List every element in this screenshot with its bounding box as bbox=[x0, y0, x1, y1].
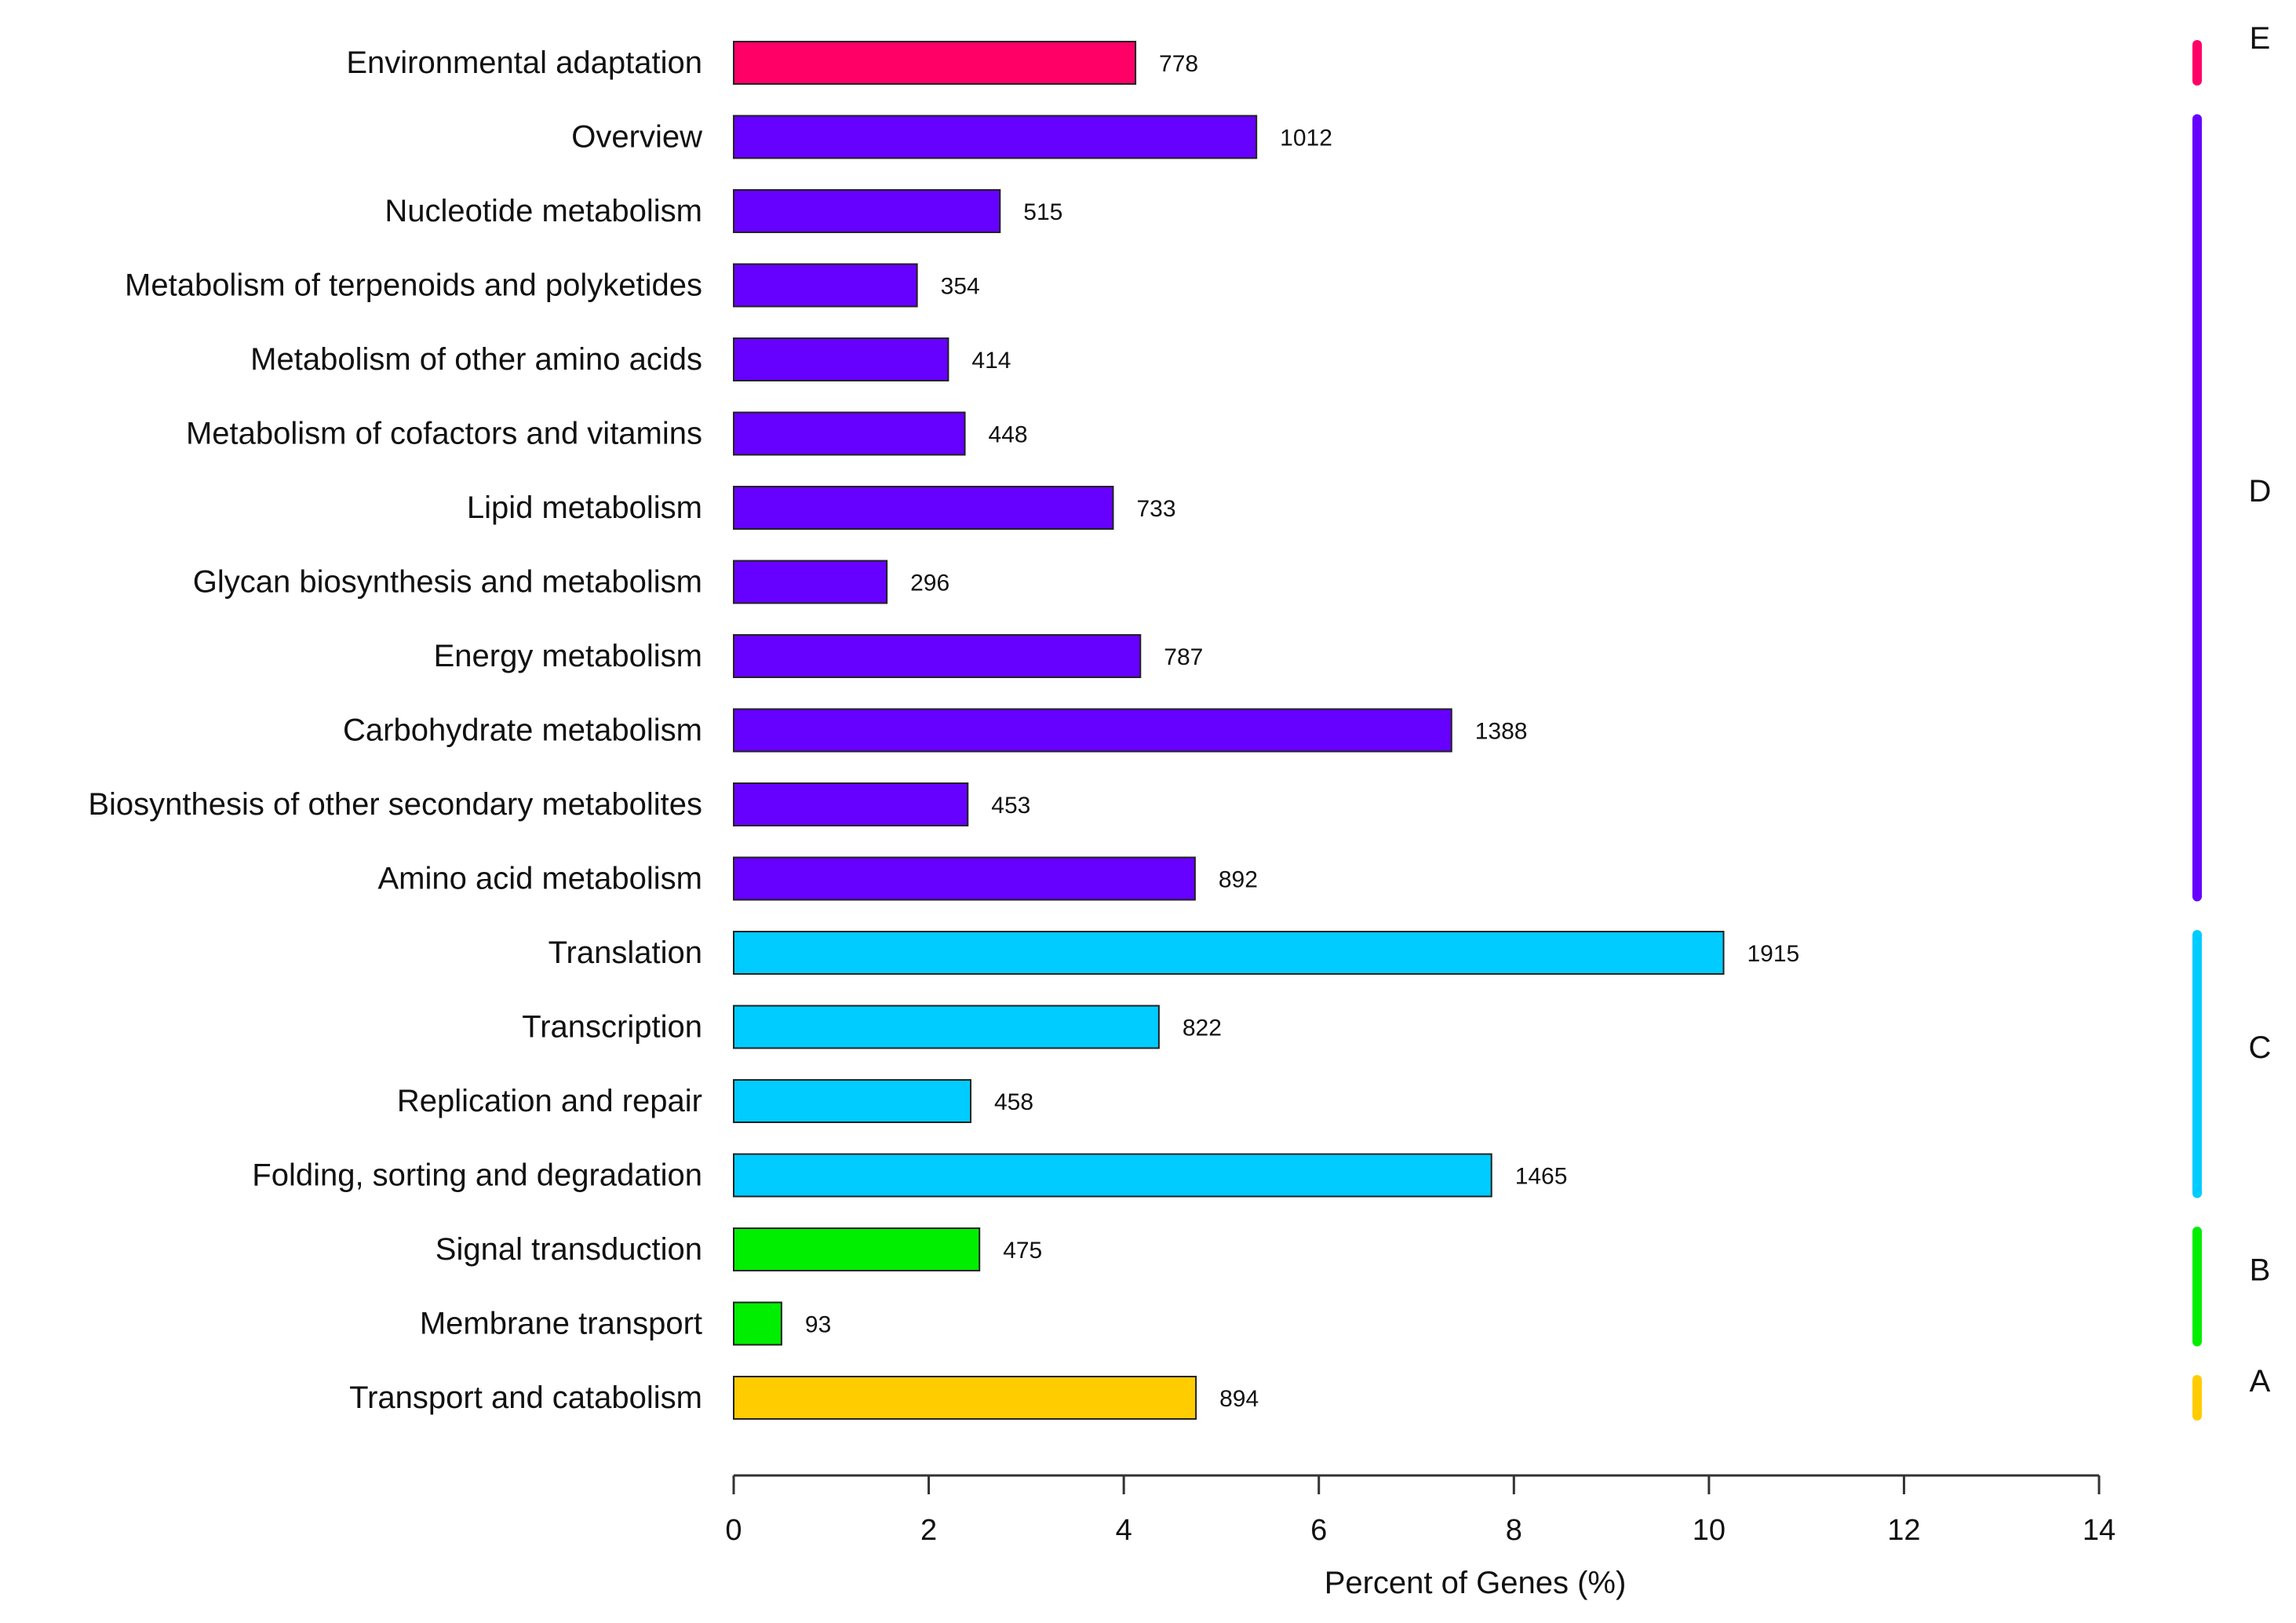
value-labels: 778 1012 515 354 414 448 733 296 787 1388 453 892 19… bbox=[805, 51, 1799, 1412]
bar-17 bbox=[733, 1301, 782, 1346]
bar-15 bbox=[733, 1153, 1492, 1198]
group-e-label: E bbox=[2250, 21, 2271, 56]
bar-14 bbox=[733, 1079, 972, 1123]
group-b-label: B bbox=[2250, 1253, 2271, 1287]
bar-18 bbox=[733, 1376, 1197, 1420]
category-label: Lipid metabolism bbox=[467, 491, 702, 525]
value-label: 822 bbox=[1183, 1016, 1222, 1041]
category-label: Membrane transport bbox=[420, 1307, 702, 1341]
category-label: Transport and catabolism bbox=[349, 1380, 702, 1415]
bar-16 bbox=[733, 1227, 981, 1271]
bar-9 bbox=[733, 708, 1452, 753]
bar-3 bbox=[733, 263, 918, 308]
bar-1 bbox=[733, 115, 1258, 159]
bars-layer bbox=[733, 41, 1725, 1420]
category-label: Environmental adaptation bbox=[346, 46, 702, 80]
x-tick-label: 14 bbox=[2083, 1514, 2116, 1547]
category-label: Replication and repair bbox=[397, 1084, 702, 1118]
x-tick-label: 6 bbox=[1310, 1514, 1327, 1547]
bar-10 bbox=[733, 782, 969, 826]
bar-13 bbox=[733, 1005, 1160, 1049]
bar-2 bbox=[733, 189, 1001, 233]
value-label: 515 bbox=[1023, 199, 1062, 225]
category-label: Glycan biosynthesis and metabolism bbox=[193, 565, 702, 600]
value-label: 778 bbox=[1159, 51, 1198, 77]
x-tick-label: 4 bbox=[1116, 1514, 1132, 1547]
category-label: Signal transduction bbox=[436, 1232, 702, 1267]
bar-12 bbox=[733, 931, 1725, 975]
bar-0 bbox=[733, 41, 1137, 85]
x-axis-title: Percent of Genes (%) bbox=[1325, 1566, 1627, 1600]
value-label: 1465 bbox=[1515, 1164, 1568, 1190]
group-c-label: C bbox=[2249, 1030, 2272, 1065]
x-tick-label: 8 bbox=[1506, 1514, 1522, 1547]
category-label: Energy metabolism bbox=[434, 639, 702, 673]
value-label: 458 bbox=[994, 1089, 1033, 1115]
value-label: 475 bbox=[1003, 1238, 1042, 1264]
bar-5 bbox=[733, 411, 966, 456]
category-label: Biosynthesis of other secondary metaboli… bbox=[88, 787, 702, 822]
bar-7 bbox=[733, 560, 888, 604]
bar-4 bbox=[733, 337, 949, 381]
category-label: Amino acid metabolism bbox=[378, 862, 703, 896]
category-label: Translation bbox=[548, 936, 702, 970]
value-label: 1915 bbox=[1748, 941, 1800, 967]
category-label: Overview bbox=[571, 120, 702, 155]
category-label: Folding, sorting and degradation bbox=[252, 1158, 702, 1193]
value-label: 296 bbox=[910, 571, 949, 596]
category-labels: Environmental adaptation Overview Nucleoti… bbox=[88, 46, 702, 1415]
group-indicators: E D C B A bbox=[2192, 21, 2272, 1421]
bar-6 bbox=[733, 486, 1114, 530]
category-label: Metabolism of cofactors and vitamins bbox=[186, 417, 702, 451]
value-label: 93 bbox=[805, 1312, 831, 1338]
group-d-label: D bbox=[2249, 474, 2272, 509]
value-label: 1012 bbox=[1280, 126, 1332, 151]
bar-8 bbox=[733, 634, 1142, 678]
value-label: 414 bbox=[971, 348, 1011, 374]
category-label: Metabolism of other amino acids bbox=[250, 342, 702, 377]
value-label: 894 bbox=[1219, 1386, 1259, 1412]
category-label: Metabolism of terpenoids and polyketides bbox=[125, 268, 702, 303]
x-tick-label: 2 bbox=[920, 1514, 937, 1547]
category-label: Carbohydrate metabolism bbox=[343, 713, 702, 748]
category-label: Nucleotide metabolism bbox=[384, 194, 702, 228]
x-axis: 0 2 4 6 8 10 12 14 bbox=[725, 1474, 2116, 1547]
x-tick-label: 12 bbox=[1887, 1514, 1920, 1547]
value-label: 453 bbox=[991, 793, 1030, 819]
value-label: 892 bbox=[1219, 867, 1258, 893]
value-label: 354 bbox=[941, 274, 980, 300]
value-label: 787 bbox=[1164, 644, 1203, 670]
group-a-label: A bbox=[2250, 1364, 2271, 1399]
x-tick-label: 0 bbox=[725, 1514, 742, 1547]
category-label: Transcription bbox=[522, 1010, 702, 1045]
value-label: 1388 bbox=[1475, 719, 1528, 745]
value-label: 448 bbox=[989, 422, 1028, 448]
bar-11 bbox=[733, 856, 1196, 901]
x-tick-label: 10 bbox=[1693, 1514, 1726, 1547]
value-label: 733 bbox=[1136, 496, 1175, 522]
